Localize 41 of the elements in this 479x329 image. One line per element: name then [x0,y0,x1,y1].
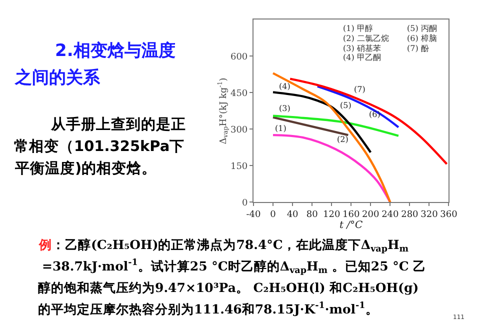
text: =38.7kJ·mol$^{-1}$。试计算25 °C时乙醇的Δ$_{vap}$H$_{m}$ 。已知25 °C 乙 [42,258,426,276]
annotation: (1) 甲醇 [343,24,373,33]
line-series [272,72,392,202]
y-tick-label: 300 [230,125,248,136]
y-tick-label: 0 [242,198,248,208]
x-tick-label: 80 [306,210,318,220]
annotation: (1) [275,124,286,133]
text: 醇的饱和蒸气压约为9.47×10³Pa。 C₂H₅OH(l) 和C₂H₅OH(g) [38,280,419,295]
y-tick-label: 600 [230,52,248,62]
text: 2.相变焓与温度之间的关系 [14,41,176,88]
annotation: (5) 丙酮 [407,24,437,33]
x-axis-title: t /°C [340,220,364,232]
annotation: (2) [337,135,348,144]
annotation: (3) 硝基苯 [343,44,381,53]
annotation: (4) 甲乙酮 [343,53,381,62]
x-tick-label: -40 [246,210,261,220]
y-tick-label: 450 [230,88,248,99]
annotation: (7) 酚 [407,44,429,53]
annotation: (5) [340,101,352,110]
annotation: (4) [279,82,290,91]
x-tick-label: 360 [440,210,458,220]
annotation: (6) [369,110,380,119]
annotation: (7) [354,85,366,94]
x-tick-label: 0 [270,210,276,220]
text: 例：乙醇(C₂H₅OH)的正常沸点为78.4°C，在此温度下Δ$_{vap}$H$_{m}$ [38,237,410,255]
line-series [316,85,400,128]
x-tick-label: 280 [401,210,419,220]
x-tick-label: 320 [420,210,438,220]
x-tick-label: 120 [322,210,340,220]
x-tick-label: 160 [342,210,360,220]
x-tick-label: 240 [382,210,400,220]
text: 的平均定压摩尔热容分别为111.46和78.15J·K$^{-1}$·mol$^{-1}$。 [38,301,378,316]
line-series [272,134,392,202]
annotation: (3) [279,104,290,113]
annotation: (2) 二氯乙烷 [343,34,389,43]
annotation: (6) 樟脑 [407,34,437,43]
text: 从手册上查到的是正常相变（101.325kPa下平衡温度)的相变焓。 [14,116,186,177]
y-tick-label: 150 [230,162,248,172]
x-tick-label: 40 [286,210,299,220]
line-series [288,78,448,166]
x-tick-label: 200 [362,210,380,220]
